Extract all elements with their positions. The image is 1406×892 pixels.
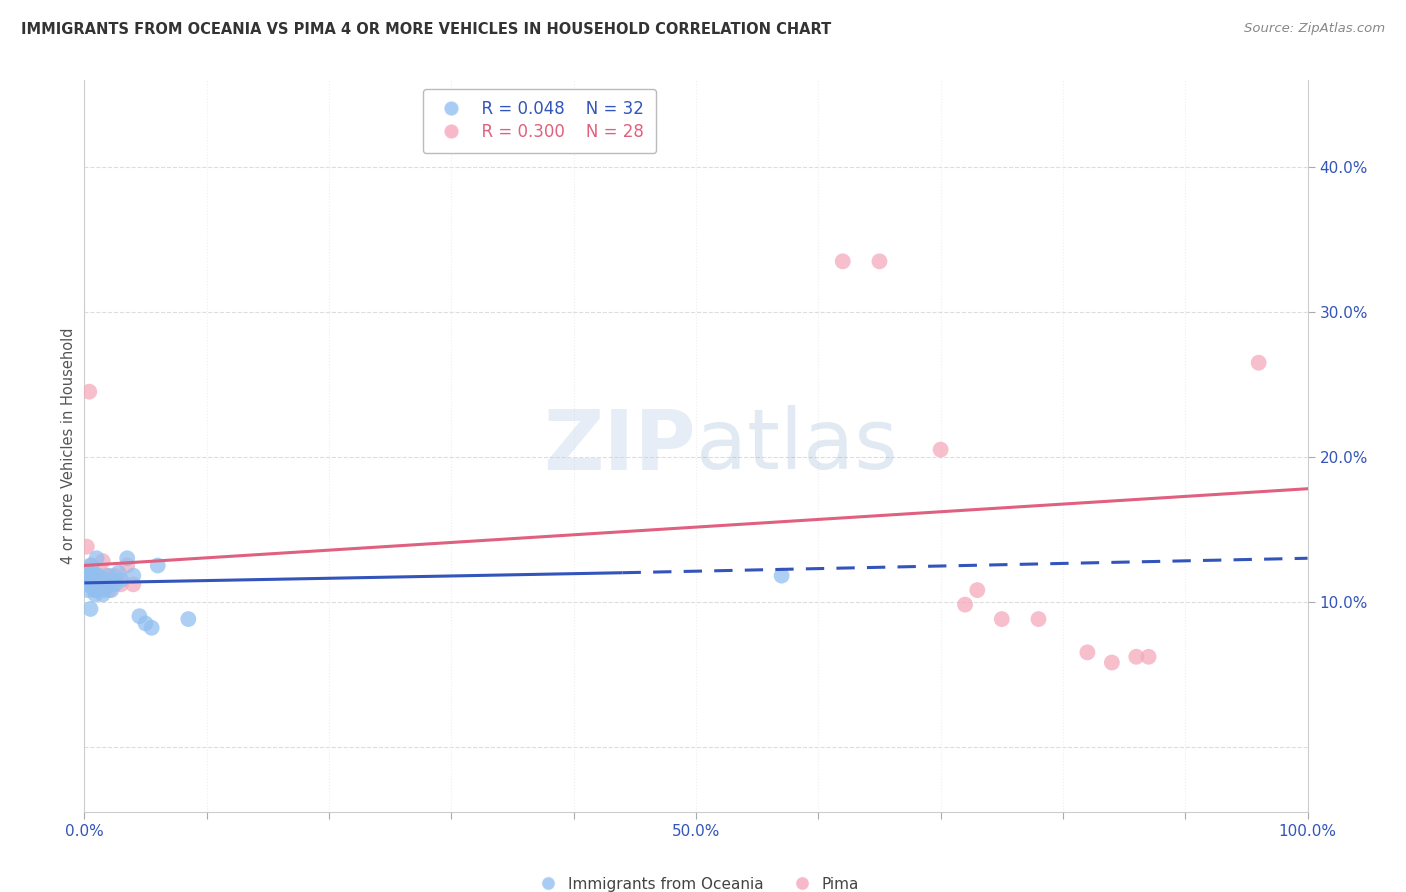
Point <box>991 612 1014 626</box>
Point <box>76 563 98 577</box>
Text: Source: ZipAtlas.com: Source: ZipAtlas.com <box>1244 22 1385 36</box>
Point <box>84 587 107 601</box>
Point <box>82 577 104 591</box>
Point <box>831 254 853 268</box>
Point <box>770 568 793 582</box>
Point <box>107 566 129 580</box>
Point <box>104 568 127 582</box>
Point <box>94 573 117 587</box>
Point <box>100 583 122 598</box>
Text: ZIP: ZIP <box>544 406 696 486</box>
Point <box>122 577 145 591</box>
Y-axis label: 4 or more Vehicles in Household: 4 or more Vehicles in Household <box>60 327 76 565</box>
Point <box>83 577 105 591</box>
Point <box>87 568 110 582</box>
Point <box>87 568 110 582</box>
Point <box>953 598 976 612</box>
Point <box>87 583 110 598</box>
Point <box>91 587 114 601</box>
Point <box>141 621 163 635</box>
Point <box>128 609 150 624</box>
Point <box>77 583 100 598</box>
Point <box>869 254 891 268</box>
Point <box>146 558 169 573</box>
Point <box>96 580 118 594</box>
Point <box>86 551 108 566</box>
Point <box>177 612 200 626</box>
Point <box>1137 649 1160 664</box>
Point <box>77 568 100 582</box>
Point <box>83 583 105 598</box>
Point <box>80 558 103 573</box>
Point <box>929 442 952 457</box>
Point <box>93 583 115 598</box>
Point <box>97 568 120 582</box>
Point <box>110 573 132 587</box>
Point <box>89 577 111 591</box>
Point <box>122 568 145 582</box>
Point <box>77 568 100 582</box>
Point <box>80 568 103 582</box>
Point <box>110 577 132 591</box>
Point <box>84 568 107 582</box>
Point <box>1125 649 1147 664</box>
Point <box>115 551 138 566</box>
Legend: Immigrants from Oceania, Pima: Immigrants from Oceania, Pima <box>527 871 865 892</box>
Point <box>1101 656 1123 670</box>
Text: atlas: atlas <box>696 406 897 486</box>
Point <box>135 616 157 631</box>
Point <box>75 577 97 591</box>
Point <box>966 583 988 598</box>
Point <box>89 577 111 591</box>
Text: IMMIGRANTS FROM OCEANIA VS PIMA 4 OR MORE VEHICLES IN HOUSEHOLD CORRELATION CHAR: IMMIGRANTS FROM OCEANIA VS PIMA 4 OR MOR… <box>21 22 831 37</box>
Point <box>76 540 98 554</box>
Point <box>115 558 138 573</box>
Point <box>77 384 100 399</box>
Point <box>1028 612 1050 626</box>
Point <box>79 558 101 573</box>
Point <box>96 568 118 582</box>
Point <box>86 568 108 582</box>
Point <box>104 577 127 591</box>
Point <box>97 583 120 598</box>
Point <box>1247 356 1270 370</box>
Point <box>86 583 108 598</box>
Point <box>91 554 114 568</box>
Point <box>79 602 101 616</box>
Point <box>1076 645 1098 659</box>
